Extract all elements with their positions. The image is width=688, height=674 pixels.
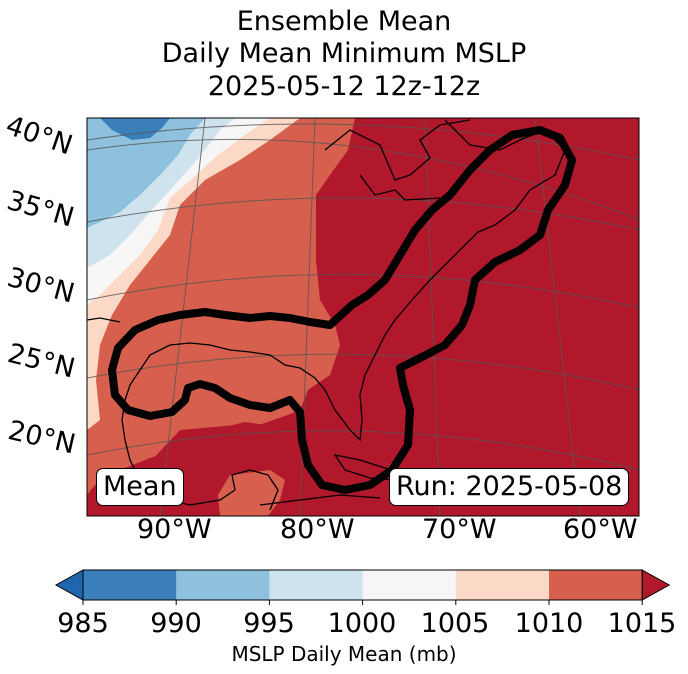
title-line-2: Daily Mean Minimum MSLP xyxy=(161,38,527,69)
colorbar-segment-1000 xyxy=(362,570,457,600)
gridline-70w xyxy=(424,118,441,516)
colorbar-tick-1000: 1000 xyxy=(327,608,397,639)
field-990-region xyxy=(87,118,205,228)
yucatan-coast xyxy=(231,469,279,511)
ensemble-contour xyxy=(108,126,576,494)
northeast-coast xyxy=(384,119,566,336)
gridline-25n xyxy=(87,353,639,391)
colorbar-segment-990 xyxy=(176,570,270,600)
colorbar-segment-1010 xyxy=(549,570,643,600)
mean-label-box: Mean xyxy=(96,468,184,506)
coastlines xyxy=(87,119,566,511)
map-frame xyxy=(86,117,640,517)
lake-erie-coast xyxy=(359,174,441,201)
western-coast xyxy=(87,317,121,323)
colorbar-tick-1005: 1005 xyxy=(420,608,490,639)
caribbean-coast xyxy=(259,494,381,506)
colorbar-tick-990: 990 xyxy=(150,608,202,639)
gridline-60w xyxy=(534,118,581,516)
great-lakes-coast xyxy=(324,119,471,181)
lon-label-80w: 80°W xyxy=(280,514,355,545)
colorbar-tick-1015: 1015 xyxy=(607,608,677,639)
colorbar-tick-985: 985 xyxy=(57,608,109,639)
gridline-20n xyxy=(87,430,639,471)
lon-label-60w: 60°W xyxy=(563,514,638,545)
gridline-30n xyxy=(87,273,639,309)
colorbar-segment-1005 xyxy=(455,570,550,600)
colorbar-segment-995 xyxy=(269,570,364,600)
title-line-1: Ensemble Mean xyxy=(236,6,452,37)
colorbar-title: MSLP Daily Mean (mb) xyxy=(231,642,457,666)
run-date-label-box: Run: 2025-05-08 xyxy=(389,468,630,506)
gridline-35n xyxy=(87,197,639,231)
lon-label-70w: 70°W xyxy=(422,514,497,545)
field-985-region xyxy=(100,118,170,140)
colorbar-tick-995: 995 xyxy=(243,608,295,639)
colorbar-over-arrow xyxy=(641,569,671,601)
graticule xyxy=(87,118,639,516)
title-line-3: 2025-05-12 12z-12z xyxy=(207,71,481,102)
colorbar xyxy=(54,569,671,605)
colorbar-under-arrow xyxy=(54,569,84,601)
gulf-coast xyxy=(124,334,386,442)
colorbar-tick-1010: 1010 xyxy=(514,608,584,639)
lon-label-90w: 90°W xyxy=(137,514,212,545)
colorbar-segment-985 xyxy=(83,570,177,600)
